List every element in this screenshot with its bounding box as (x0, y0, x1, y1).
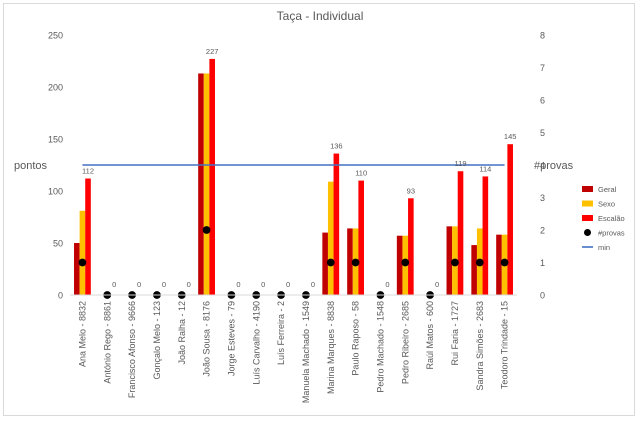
bar-escal-o (333, 153, 340, 295)
y-tick-label: 0 (58, 291, 63, 301)
legend-label: #provas (598, 229, 625, 238)
bar-sexo (203, 73, 210, 295)
y2-tick-label: 4 (540, 161, 545, 171)
provas-marker (451, 258, 459, 267)
bar-escal-o (85, 178, 91, 295)
data-labels-group: 112 0 0 0 0 227 0 0 0 0 136 110 0 93 0 119 114 145 (82, 47, 516, 289)
category-label: Francisco Afonso - 9666 (127, 301, 137, 398)
y2-tick-label: 5 (540, 128, 545, 138)
bar-escal-o (507, 144, 513, 295)
provas-marker (500, 258, 509, 267)
y-axis-label: pontos (14, 160, 48, 172)
category-label: Ana Melo - 8832 (77, 301, 87, 367)
bar-sexo (79, 210, 86, 295)
data-label: 119 (455, 159, 467, 168)
data-label: 0 (435, 280, 439, 289)
data-label: 0 (112, 280, 116, 289)
chart-title: Taça - Individual (277, 9, 364, 23)
bar-geral (396, 235, 403, 295)
data-label: 0 (286, 280, 290, 289)
provas-marker (351, 258, 360, 267)
data-label: 110 (355, 169, 367, 178)
category-label: Gonçalo Melo - 123 (152, 301, 162, 380)
y2-tick-label: 8 (540, 31, 545, 41)
category-label: Jorge Esteves - 79 (226, 301, 236, 376)
bar-escal-o (408, 198, 414, 295)
legend-label: Escalão (598, 214, 625, 223)
category-label: Rui Faria - 1727 (450, 301, 460, 366)
y-tick-label: 250 (48, 31, 63, 41)
provas-marker (326, 258, 335, 267)
data-label: 145 (504, 132, 517, 141)
bar-geral (347, 228, 353, 295)
category-label: Sandra Simões - 2683 (475, 301, 485, 391)
category-label: João Ralha - 12 (177, 301, 187, 365)
data-label: 0 (236, 280, 240, 289)
bars-group (74, 58, 513, 295)
provas-marker (78, 258, 87, 267)
legend: Geral Sexo Escalão #provas min (582, 185, 625, 252)
data-label: 0 (162, 280, 166, 289)
category-label: Teodoro Trindade - 15 (500, 301, 510, 389)
data-label: 136 (330, 142, 343, 151)
y2-tick-label: 2 (540, 226, 545, 236)
y-tick-label: 50 (53, 239, 63, 249)
data-label: 93 (407, 186, 415, 195)
legend-swatch (582, 186, 593, 192)
y2-tick-label: 1 (540, 258, 545, 268)
legend-label: min (598, 243, 610, 252)
category-label: Paulo Raposo - 58 (351, 301, 361, 376)
bar-sexo (327, 181, 334, 295)
data-label: 0 (137, 280, 141, 289)
bar-geral (471, 245, 477, 295)
data-label: 0 (261, 280, 265, 289)
bar-geral (496, 234, 502, 295)
y2-tick-label: 3 (540, 193, 545, 203)
bar-geral (322, 232, 328, 295)
legend-swatch (584, 229, 591, 236)
markers-group (78, 164, 509, 299)
provas-marker (475, 258, 484, 267)
legend-label: Sexo (598, 200, 615, 209)
y2-tick-label: 7 (540, 63, 545, 73)
category-label: Marina Marques - 8838 (326, 301, 336, 394)
bar-escal-o (358, 180, 364, 295)
bar-geral (74, 243, 80, 295)
bar-geral (446, 226, 453, 295)
data-label: 0 (311, 280, 315, 289)
category-label: Luís Carvalho - 4190 (251, 301, 261, 385)
category-label: Raúl Matos - 600 (425, 301, 435, 370)
category-label: João Sousa - 8176 (202, 301, 212, 377)
legend-swatch (582, 200, 593, 207)
category-label: António Rego - 8861 (102, 301, 112, 384)
legend-swatch (582, 215, 593, 221)
y2-tick-label: 6 (540, 96, 545, 106)
category-label: Manuela Machado - 1549 (301, 301, 311, 403)
category-label: Pedro Machado - 1548 (375, 301, 385, 393)
data-label: 227 (206, 47, 219, 56)
y2-axis-label: #provas (534, 160, 574, 172)
bar-escal-o (457, 171, 464, 295)
axes-group: 0 50 100 150 200 250 0 1 2 3 4 5 6 7 8 Ana Melo - 8832 A… (48, 31, 545, 404)
data-label: 114 (479, 164, 491, 173)
data-label: 112 (82, 167, 94, 176)
category-label: Pedro Ribeiro - 2685 (400, 301, 410, 384)
category-label: Luís Ferreira - 2 (276, 301, 286, 365)
y2-tick-label: 0 (540, 291, 545, 301)
data-label: 0 (187, 280, 191, 289)
bar-escal-o (482, 176, 489, 295)
bar-geral (198, 73, 204, 295)
provas-marker (202, 226, 211, 234)
provas-marker (401, 258, 410, 267)
legend-label: Geral (598, 185, 617, 194)
y-tick-label: 200 (48, 83, 63, 93)
y-tick-label: 150 (48, 135, 63, 145)
chart-frame (3, 3, 635, 416)
bar-escal-o (209, 58, 215, 295)
data-label: 0 (385, 280, 389, 289)
y-tick-label: 100 (48, 187, 63, 197)
